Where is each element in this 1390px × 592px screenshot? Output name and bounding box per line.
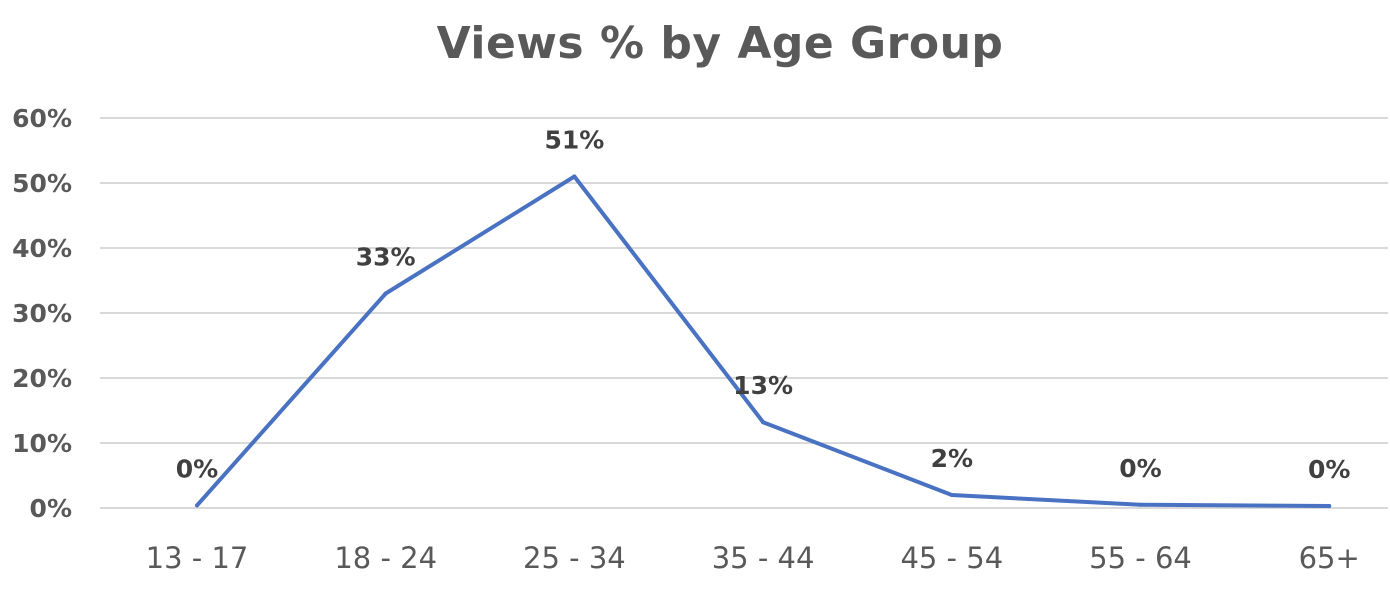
data-point bbox=[195, 503, 199, 508]
x-tick-label: 25 - 34 bbox=[523, 541, 626, 575]
y-tick-label: 50% bbox=[12, 169, 72, 198]
data-label: 51% bbox=[544, 126, 604, 155]
x-tick-label: 18 - 24 bbox=[334, 541, 437, 575]
data-label: 13% bbox=[733, 371, 793, 400]
data-point bbox=[383, 291, 388, 296]
chart-title: Views % by Age Group bbox=[436, 18, 1004, 69]
y-tick-label: 30% bbox=[12, 299, 72, 328]
data-label: 2% bbox=[931, 444, 973, 473]
y-tick-label: 60% bbox=[12, 104, 72, 133]
data-label: 0% bbox=[176, 454, 218, 483]
y-tick-label: 10% bbox=[12, 429, 72, 458]
x-tick-label: 55 - 64 bbox=[1089, 541, 1192, 575]
x-tick-label: 65+ bbox=[1299, 541, 1360, 575]
x-tick-label: 13 - 17 bbox=[146, 541, 249, 575]
data-label: 0% bbox=[1308, 455, 1350, 484]
y-tick-label: 40% bbox=[12, 234, 72, 263]
data-point bbox=[1327, 504, 1332, 509]
x-tick-label: 35 - 44 bbox=[712, 541, 815, 575]
data-point bbox=[572, 174, 577, 179]
data-point bbox=[949, 493, 954, 497]
x-tick-label: 45 - 54 bbox=[900, 541, 1003, 575]
data-point bbox=[1138, 502, 1143, 507]
data-label: 0% bbox=[1119, 454, 1161, 483]
data-point bbox=[761, 420, 766, 425]
data-label: 33% bbox=[356, 243, 416, 272]
y-tick-label: 0% bbox=[30, 494, 72, 523]
y-tick-label: 20% bbox=[12, 364, 72, 393]
